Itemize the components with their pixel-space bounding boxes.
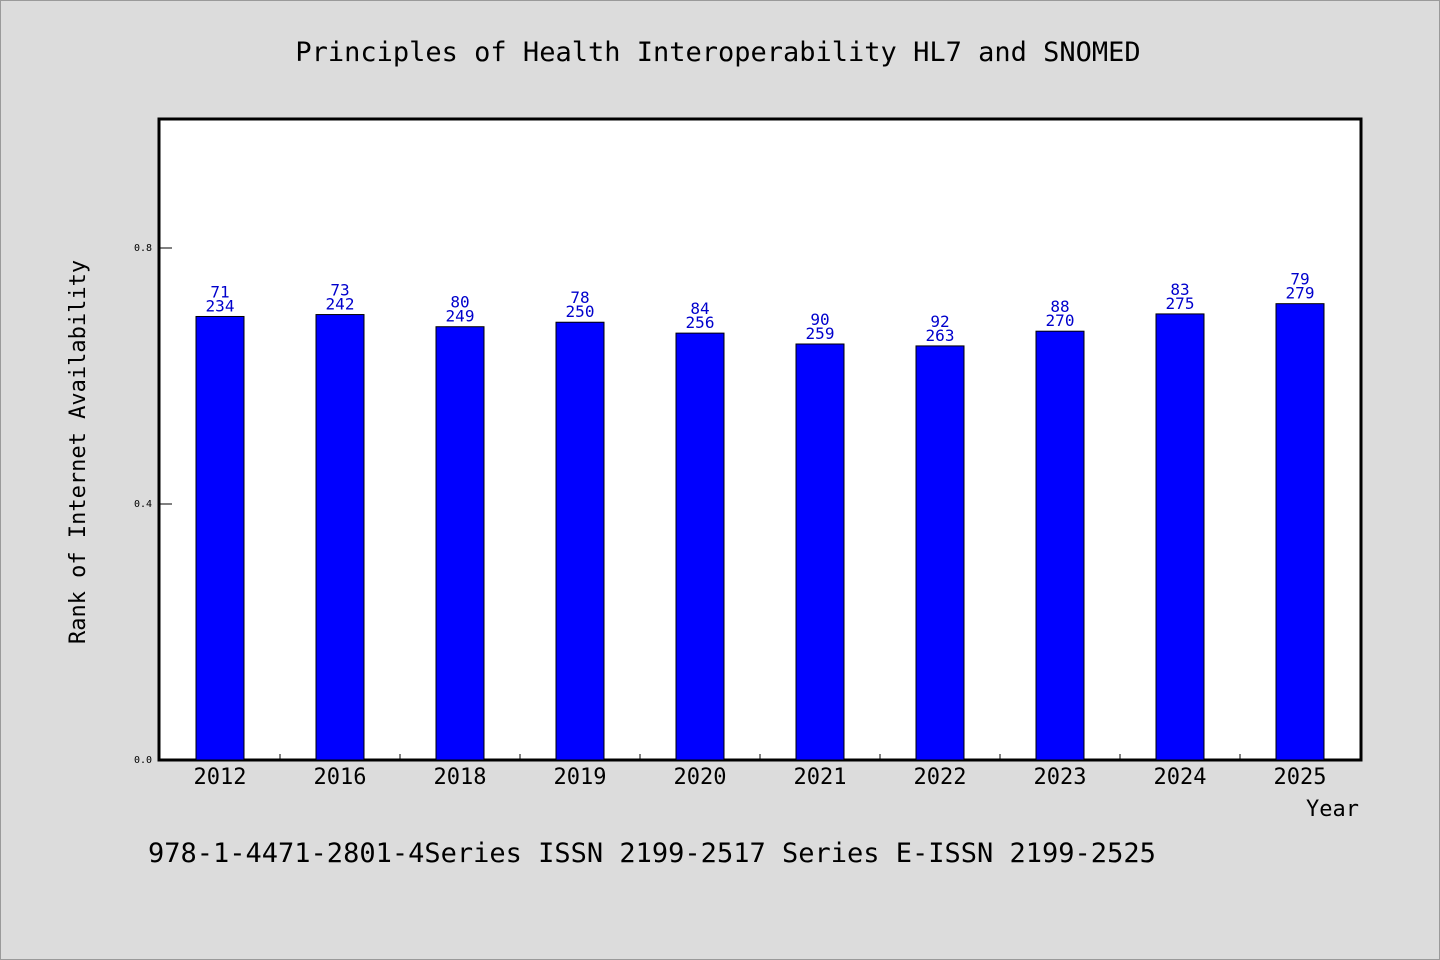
bar xyxy=(915,345,965,761)
x-tick-label: 2020 xyxy=(674,765,727,790)
x-tick-label: 2019 xyxy=(554,765,607,790)
data-label-top: 92 xyxy=(930,312,949,331)
isbn-issn-footer: 978-1-4471-2801-4Series ISSN 2199-2517 S… xyxy=(148,838,1156,869)
bars xyxy=(195,303,1325,761)
data-label-top: 84 xyxy=(690,299,709,318)
chart-title: Principles of Health Interoperability HL… xyxy=(295,37,1140,68)
data-label-bottom: 249 xyxy=(446,307,475,326)
x-tick-label: 2021 xyxy=(794,765,847,790)
data-label-bottom: 234 xyxy=(206,296,235,315)
data-label-bottom: 279 xyxy=(1286,284,1315,303)
x-tick-label: 2023 xyxy=(1034,765,1087,790)
data-label-top: 71 xyxy=(210,282,229,301)
data-label-top: 78 xyxy=(570,288,589,307)
x-axis-label: Year xyxy=(1306,797,1359,822)
bar xyxy=(1035,330,1085,761)
data-label-top: 88 xyxy=(1050,297,1069,316)
data-label-bottom: 259 xyxy=(806,324,835,343)
data-label-bottom: 242 xyxy=(326,295,355,314)
bar xyxy=(675,332,725,761)
data-label-top: 73 xyxy=(330,281,349,300)
y-tick-label: 0.8 xyxy=(134,243,152,254)
bar xyxy=(1275,303,1325,761)
bar xyxy=(1155,313,1205,761)
x-tick-label: 2022 xyxy=(914,765,967,790)
data-label-bottom: 270 xyxy=(1046,311,1075,330)
y-tick-label: 0.0 xyxy=(134,755,152,766)
x-tick-label: 2024 xyxy=(1154,765,1207,790)
data-label-top: 90 xyxy=(810,310,829,329)
data-label-top: 79 xyxy=(1290,270,1309,289)
bar xyxy=(555,321,605,761)
data-label-top: 83 xyxy=(1170,280,1189,299)
data-label-bottom: 256 xyxy=(686,313,715,332)
data-label-top: 80 xyxy=(450,293,469,312)
data-label-bottom: 263 xyxy=(926,326,955,345)
bar xyxy=(795,343,845,761)
x-tick-label: 2018 xyxy=(434,765,487,790)
x-axis: 2012 2016 2018 2019 2020 2021 2022 2023 2024 2025 xyxy=(194,754,1327,790)
y-axis: 0.0 0.4 0.8 xyxy=(134,243,172,766)
y-tick-label: 0.4 xyxy=(134,499,152,510)
data-label-bottom: 275 xyxy=(1166,294,1195,313)
bar xyxy=(435,326,485,761)
x-tick-label: 2016 xyxy=(314,765,367,790)
data-label-bottom: 250 xyxy=(566,302,595,321)
bar xyxy=(195,315,245,761)
bar xyxy=(315,314,365,761)
y-axis-label: Rank of Internet Availability xyxy=(66,260,91,644)
x-tick-label: 2012 xyxy=(194,765,247,790)
x-tick-label: 2025 xyxy=(1274,765,1327,790)
